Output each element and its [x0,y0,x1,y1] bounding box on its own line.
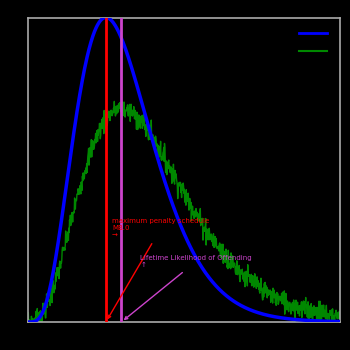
Text: Lifetime Likelihood of Offending
↑: Lifetime Likelihood of Offending ↑ [125,255,252,319]
Legend: , : , [296,25,332,62]
Text: maximum penalty schedule
MB.0
→: maximum penalty schedule MB.0 → [108,218,209,318]
